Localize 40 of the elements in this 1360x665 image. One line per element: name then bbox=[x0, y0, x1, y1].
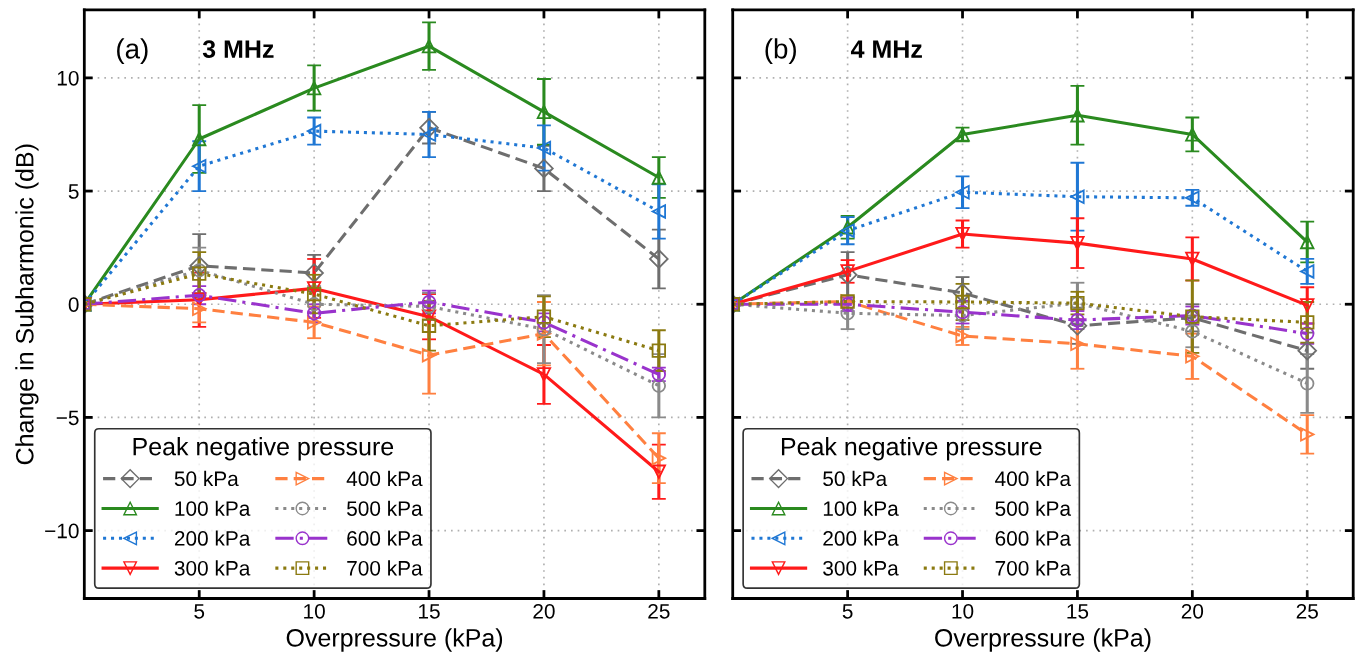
legend-label: 300 kPa bbox=[174, 560, 251, 576]
text: 3 MHz bbox=[202, 40, 274, 58]
legend-label: 100 kPa bbox=[175, 500, 251, 516]
annotation: (a) bbox=[117, 38, 148, 65]
y-tick-label: 5 bbox=[68, 184, 79, 199]
legend-label: 400 kPa bbox=[346, 470, 423, 487]
x-tick-label: 20 bbox=[1181, 603, 1204, 619]
legend-label: 500 kPa bbox=[347, 500, 423, 516]
y-tick-label: −5 bbox=[56, 410, 79, 426]
legend-title: Peak negative pressure bbox=[133, 437, 394, 461]
x-tick-label: 5 bbox=[842, 604, 853, 619]
legend-label: 500 kPa bbox=[995, 500, 1072, 516]
y-tick-label: 10 bbox=[57, 70, 79, 86]
annotation: (b) bbox=[765, 38, 796, 65]
x-tick-label: 20 bbox=[533, 603, 555, 619]
x-axis-title: Overpressure (kPa) bbox=[935, 628, 1151, 652]
legend-label: 700 kPa bbox=[347, 560, 423, 576]
x-tick-label: 10 bbox=[304, 603, 325, 619]
y-tick-label: −10 bbox=[45, 523, 79, 539]
legend-label: 600 kPa bbox=[995, 530, 1072, 546]
y-tick-label: 0 bbox=[68, 297, 79, 312]
x-tick-label: 5 bbox=[194, 604, 205, 619]
legend-label: 50 kPa bbox=[823, 470, 888, 487]
legend-label: 50 kPa bbox=[174, 470, 239, 487]
legend-label: 700 kPa bbox=[995, 560, 1072, 576]
legend-label: 300 kPa bbox=[823, 560, 899, 576]
text: 4 MHz bbox=[850, 40, 922, 58]
legend-label: 200 kPa bbox=[823, 530, 899, 546]
legend-title: Peak negative pressure bbox=[781, 437, 1042, 461]
x-tick-label: 15 bbox=[1067, 604, 1089, 619]
legend-label: 200 kPa bbox=[174, 530, 251, 546]
x-tick-label: 15 bbox=[419, 604, 440, 619]
legend-label: 400 kPa bbox=[995, 470, 1072, 487]
x-tick-label: 10 bbox=[952, 603, 974, 619]
x-tick-label: 25 bbox=[648, 603, 670, 619]
legend-label: 100 kPa bbox=[823, 500, 899, 516]
y-axis-title: Change in Subharmonic (dB) bbox=[15, 144, 39, 465]
x-tick-label: 25 bbox=[1296, 603, 1318, 619]
x-axis-title: Overpressure (kPa) bbox=[286, 628, 503, 652]
legend-label: 600 kPa bbox=[347, 530, 423, 546]
